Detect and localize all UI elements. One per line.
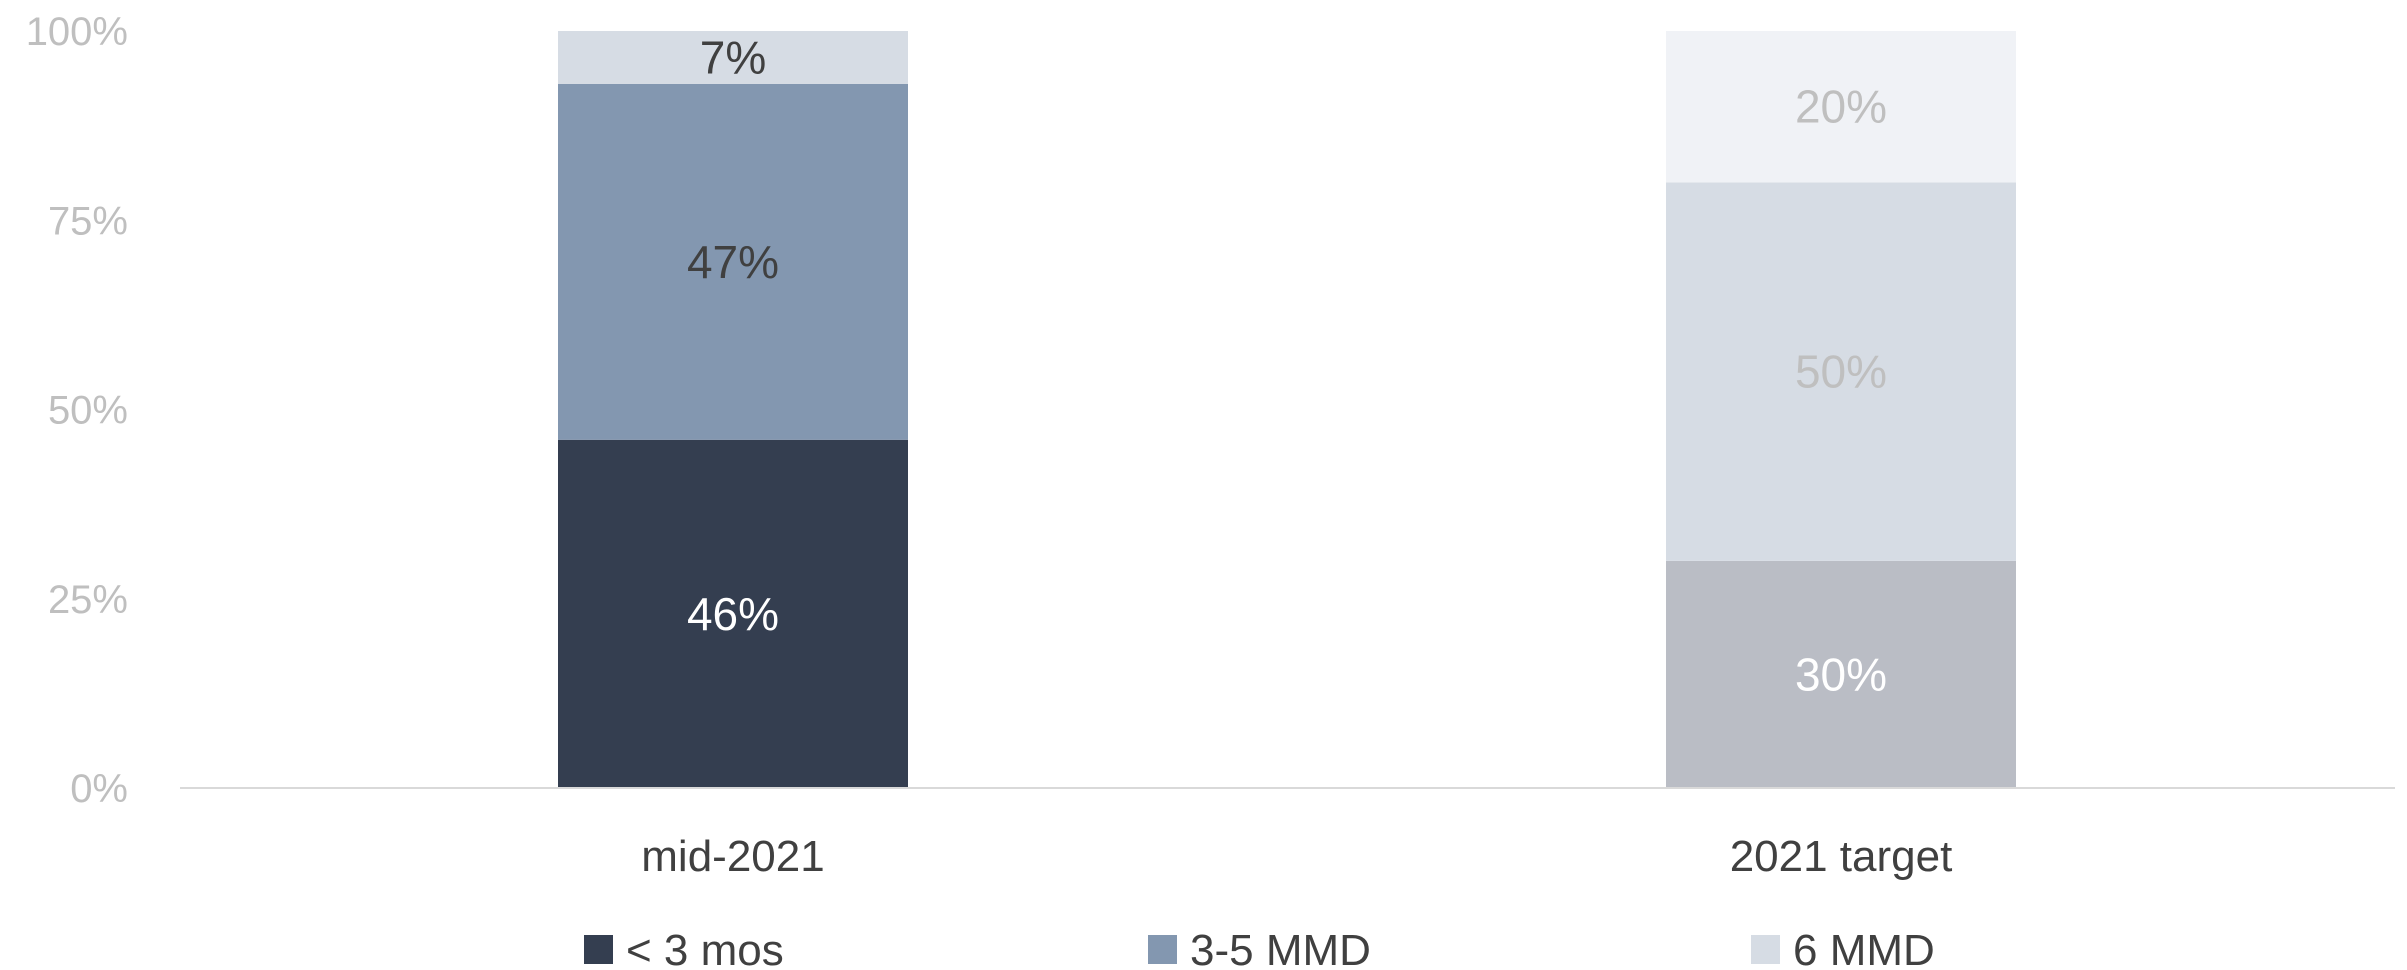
bar-segment [1666,182,2016,561]
bar-segment [558,439,908,788]
bar-segment [558,31,908,84]
y-tick-label: 0% [70,767,128,811]
data-label: 7% [700,31,766,83]
y-axis-tick-labels: 0% 25% 50% 75% 100% [26,10,128,811]
bar-segment [1666,31,2016,183]
bar-stacks: 46% 47% 7% 30% 50% 20% [558,31,2016,788]
legend-label: < 3 mos [626,926,784,970]
y-tick-label: 50% [48,389,128,433]
legend-swatch [1148,935,1177,964]
y-tick-label: 25% [48,578,128,622]
y-tick-label: 100% [26,10,128,54]
x-axis-tick-labels: mid-2021 2021 target [641,832,1952,881]
data-label: 50% [1795,346,1887,398]
data-label: 47% [687,236,779,288]
data-label: 30% [1795,648,1887,700]
legend-swatch [1751,935,1780,964]
legend: < 3 mos 3-5 MMD 6 MMD [584,926,1935,970]
data-label: 20% [1795,81,1887,133]
x-tick-label: mid-2021 [641,832,824,881]
bar-segment [558,83,908,440]
x-tick-label: 2021 target [1730,832,1953,881]
data-label: 46% [687,588,779,640]
legend-label: 6 MMD [1793,926,1935,970]
y-tick-label: 75% [48,199,128,243]
legend-swatch [584,935,613,964]
bar-segment [1666,560,2016,788]
legend-label: 3-5 MMD [1190,926,1371,970]
